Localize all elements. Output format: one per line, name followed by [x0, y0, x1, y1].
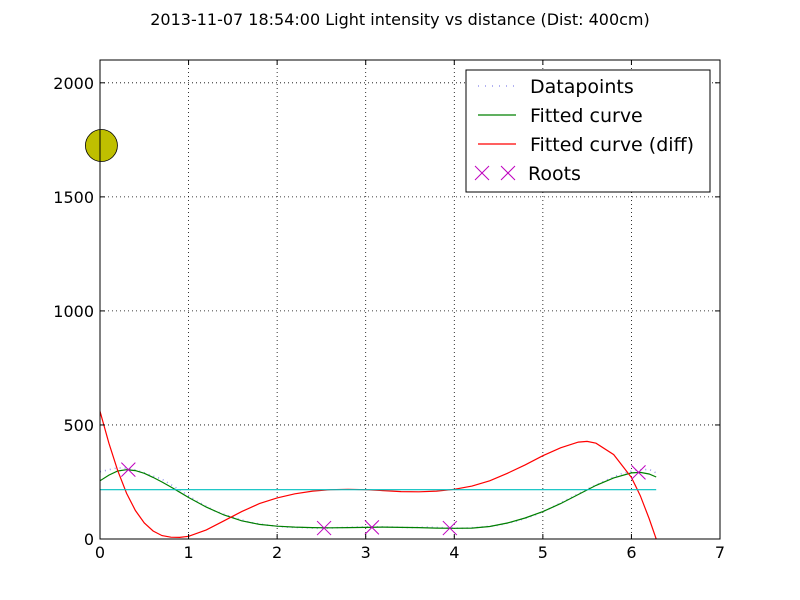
legend-entry: Fitted curve [478, 105, 643, 127]
legend-label: Fitted curve [530, 105, 643, 127]
y-tick-label: 2000 [53, 74, 94, 93]
legend: Datapoints Fitted curve Fitted curve (diff… [465, 69, 711, 193]
x-tick-label: 6 [626, 543, 636, 562]
series-fitted-curve [100, 469, 657, 529]
light-source-marker [85, 129, 118, 162]
root-marker [120, 462, 136, 478]
x-tick-label: 7 [715, 543, 725, 562]
series-datapoints [100, 466, 657, 530]
x-tick-label: 5 [538, 543, 548, 562]
x-tick-label: 3 [361, 543, 371, 562]
x-tick-label: 0 [95, 543, 105, 562]
chart-title: 2013-11-07 18:54:00 Light intensity vs d… [150, 10, 650, 29]
root-marker [364, 520, 380, 535]
y-tick-label: 1000 [53, 302, 94, 321]
legend-entry: Fitted curve (diff) [478, 134, 694, 156]
legend-label: Fitted curve (diff) [530, 134, 694, 156]
legend-label: Roots [528, 163, 581, 185]
y-tick-label: 1500 [53, 188, 94, 207]
legend-entry: Datapoints [478, 76, 634, 98]
root-marker [316, 520, 332, 536]
x-tick-label: 2 [272, 543, 282, 562]
x-tick-label: 4 [449, 543, 459, 562]
root-marker [442, 520, 458, 536]
legend-entry: Roots [474, 163, 581, 185]
y-tick-label: 500 [63, 416, 94, 435]
legend-label: Datapoints [530, 76, 634, 98]
y-tick-label: 0 [84, 530, 94, 549]
x-tick-label: 1 [183, 543, 193, 562]
root-marker [631, 465, 646, 480]
plot-area-frame [99, 59, 721, 540]
